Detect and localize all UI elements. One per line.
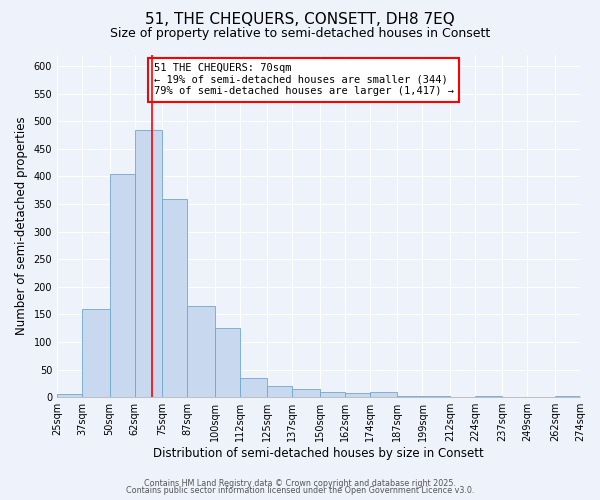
Bar [422,396,450,397]
Bar [320,392,345,397]
Bar [555,396,580,397]
Text: Contains HM Land Registry data © Crown copyright and database right 2025.: Contains HM Land Registry data © Crown c… [144,478,456,488]
Bar [82,309,110,397]
Text: 51, THE CHEQUERS, CONSETT, DH8 7EQ: 51, THE CHEQUERS, CONSETT, DH8 7EQ [145,12,455,28]
X-axis label: Distribution of semi-detached houses by size in Consett: Distribution of semi-detached houses by … [153,447,484,460]
Text: Size of property relative to semi-detached houses in Consett: Size of property relative to semi-detach… [110,28,490,40]
Bar [110,174,135,397]
Text: Contains public sector information licensed under the Open Government Licence v3: Contains public sector information licen… [126,486,474,495]
Bar [267,386,292,397]
Bar [135,130,162,397]
Bar [162,198,187,397]
Bar [370,392,397,397]
Bar [240,378,267,397]
Y-axis label: Number of semi-detached properties: Number of semi-detached properties [15,117,28,336]
Bar [475,396,502,397]
Bar [187,306,215,397]
Bar [292,389,320,397]
Bar [215,328,240,397]
Bar [345,393,370,397]
Bar [57,394,82,397]
Text: 51 THE CHEQUERS: 70sqm
← 19% of semi-detached houses are smaller (344)
79% of se: 51 THE CHEQUERS: 70sqm ← 19% of semi-det… [154,64,454,96]
Bar [397,396,422,397]
